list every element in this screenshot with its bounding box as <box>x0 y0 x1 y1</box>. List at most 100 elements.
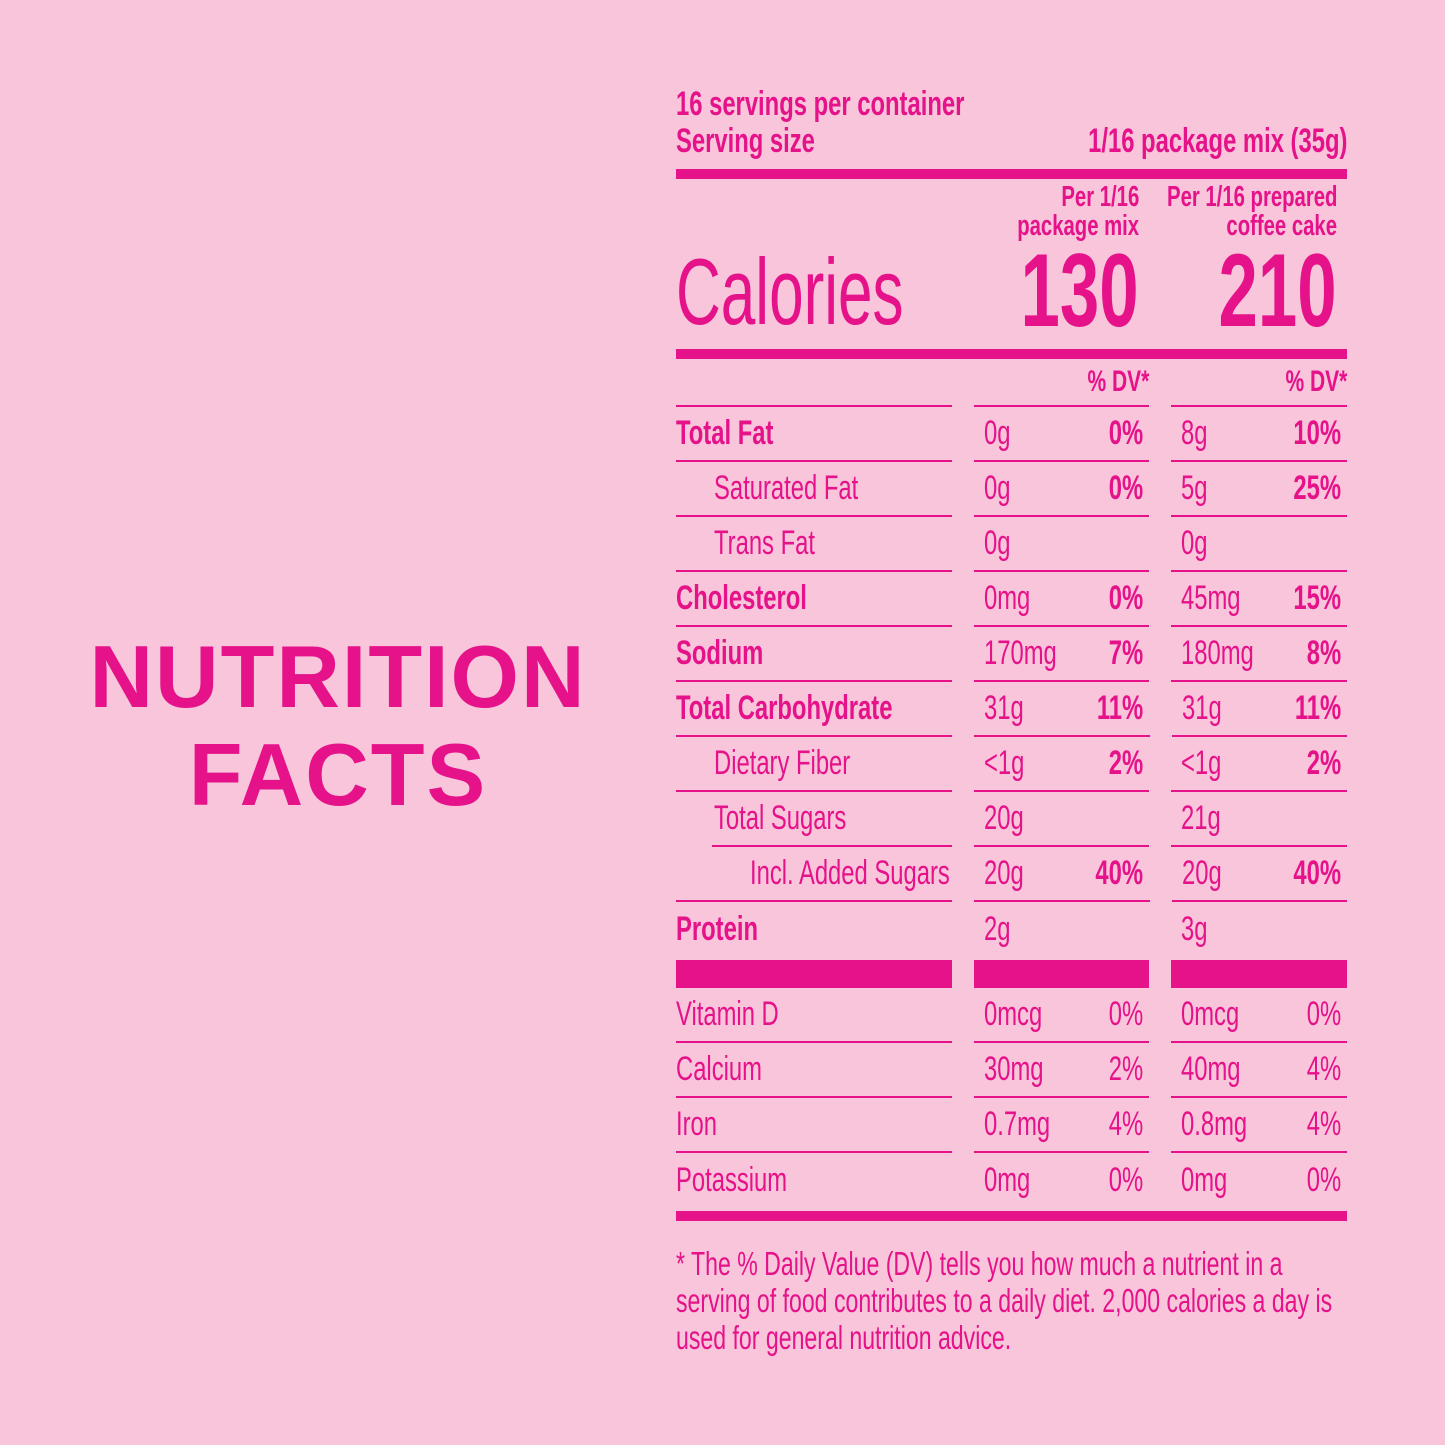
nutrient-row: Total Fat 0g 0% 8g 10% <box>676 407 1347 462</box>
daily-value-percent: 4% <box>1306 1105 1341 1143</box>
amount: 30mg <box>983 1050 1044 1088</box>
amount: 180mg <box>1181 634 1255 672</box>
daily-value-percent: 0% <box>1108 414 1144 452</box>
divider <box>676 1211 1347 1221</box>
nutrition-facts-panel: 16 servings per container Serving size 1… <box>676 85 1348 1356</box>
amount: 31g <box>984 689 1024 727</box>
amount: 0mcg <box>1181 995 1240 1033</box>
amount: 0g <box>1181 524 1208 562</box>
nutrient-row: Cholesterol 0mg 0% 45mg 15% <box>676 572 1347 627</box>
nutrient-label: Iron <box>676 1105 718 1143</box>
vitamin-divider <box>676 960 1347 988</box>
daily-value-percent: 0% <box>1306 1161 1341 1199</box>
divider <box>676 349 1347 359</box>
daily-value-percent: 0% <box>1306 995 1341 1033</box>
nutrient-row: Incl. Added Sugars 20g 40% 20g 40% <box>676 847 1347 902</box>
serving-size-label: Serving size <box>676 122 815 160</box>
amount: 0mg <box>983 1161 1030 1199</box>
daily-value-percent: 25% <box>1293 469 1342 507</box>
nutrient-row: Total Carbohydrate 31g 11% 31g 11% <box>676 682 1347 737</box>
column-2-header-line-2: coffee cake <box>1226 210 1337 242</box>
nutrient-label: Trans Fat <box>714 524 815 562</box>
nutrient-label: Cholesterol <box>676 579 807 617</box>
daily-value-percent: 2% <box>1108 1050 1144 1088</box>
calories-column-1: 130 <box>1020 233 1139 349</box>
daily-value-percent: 0% <box>1108 995 1144 1033</box>
nutrient-row: Potassium 0mg 0% 0mg 0% <box>676 1153 1347 1208</box>
amount: <1g <box>1181 744 1222 782</box>
amount: 170mg <box>983 634 1057 672</box>
amount: 0mg <box>983 579 1030 617</box>
daily-value-percent: 0% <box>1108 1161 1144 1199</box>
nutrient-label: Incl. Added Sugars <box>750 854 950 892</box>
amount: 3g <box>1181 910 1208 948</box>
nutrient-row: Trans Fat 0g 0g <box>676 517 1348 572</box>
nutrient-label: Total Fat <box>676 414 774 452</box>
daily-value-percent: 7% <box>1108 634 1144 672</box>
dv-header-1: % DV* <box>1087 365 1150 398</box>
divider <box>676 169 1347 179</box>
amount: 20g <box>984 854 1024 892</box>
nutrient-label: Total Sugars <box>714 799 847 837</box>
nutrient-label: Sodium <box>676 634 764 672</box>
nutrient-row: Protein 2g 3g <box>676 902 1347 957</box>
daily-value-percent: 40% <box>1293 854 1341 892</box>
amount: 5g <box>1181 469 1208 507</box>
nutrient-label: Protein <box>676 910 758 948</box>
daily-value-percent: 4% <box>1108 1105 1144 1143</box>
amount: 20g <box>1181 854 1222 892</box>
nutrient-label: Dietary Fiber <box>714 744 851 782</box>
amount: 0mcg <box>983 995 1042 1033</box>
amount: 20g <box>983 799 1024 837</box>
amount: 45mg <box>1181 579 1241 617</box>
daily-value-percent: 11% <box>1294 689 1341 727</box>
amount: 40mg <box>1181 1050 1241 1088</box>
nutrient-row: Iron 0.7mg 4% 0.8mg 4% <box>676 1098 1347 1153</box>
daily-value-percent: 40% <box>1095 854 1144 892</box>
column-1-header-line-2: package mix <box>1017 210 1139 242</box>
nutrient-row: Sodium 170mg 7% 180mg 8% <box>676 627 1347 682</box>
daily-value-percent: 0% <box>1108 579 1144 617</box>
daily-value-percent: 4% <box>1306 1050 1341 1088</box>
nutrient-label: Vitamin D <box>676 995 779 1033</box>
serving-size-value: 1/16 package mix (35g) <box>1087 122 1347 160</box>
amount: 0.7mg <box>983 1105 1050 1143</box>
amount: 0.8mg <box>1181 1105 1248 1143</box>
footnote: * The % Daily Value (DV) tells you how m… <box>676 1245 1333 1356</box>
daily-value-percent: 11% <box>1097 689 1144 727</box>
nutrient-row: Total Sugars 20g 21g <box>676 792 1348 847</box>
amount: 2g <box>983 910 1011 948</box>
nutrient-label: Saturated Fat <box>714 469 859 507</box>
amount: 0mg <box>1181 1161 1228 1199</box>
daily-value-percent: 10% <box>1293 414 1341 452</box>
amount: 31g <box>1181 689 1222 727</box>
daily-value-percent: 15% <box>1293 579 1341 617</box>
column-2-header-line-1: Per 1/16 prepared <box>1166 181 1337 213</box>
column-1-header-line-1: Per 1/16 <box>1061 181 1139 213</box>
amount: 21g <box>1181 799 1222 837</box>
daily-value-percent: 0% <box>1108 469 1144 507</box>
amount: <1g <box>983 744 1024 782</box>
nutrient-rows: Total Fat 0g 0% 8g 10% Saturated Fat 0g 0% 5g 25%… <box>676 407 1348 957</box>
nutrient-label: Calcium <box>676 1050 762 1088</box>
daily-value-percent: 8% <box>1306 634 1341 672</box>
calories-label: Calories <box>676 239 904 344</box>
daily-value-percent: 2% <box>1306 744 1342 782</box>
nutrient-row: Vitamin D 0mcg 0% 0mcg 0% <box>676 988 1347 1043</box>
amount: 8g <box>1181 414 1208 452</box>
daily-value-percent: 2% <box>1108 744 1144 782</box>
amount: 0g <box>983 524 1011 562</box>
page-title: NUTRITION FACTS <box>40 628 636 824</box>
vitamin-rows: Vitamin D 0mcg 0% 0mcg 0% Calcium 30mg 2% 40mg 4%… <box>676 988 1347 1208</box>
servings-per-container: 16 servings per container <box>676 85 965 123</box>
title-line-1: NUTRITION <box>89 627 587 726</box>
amount: 0g <box>983 414 1011 452</box>
nutrient-label: Potassium <box>676 1161 788 1199</box>
nutrient-row: Calcium 30mg 2% 40mg 4% <box>676 1043 1347 1098</box>
nutrient-row: Saturated Fat 0g 0% 5g 25% <box>676 462 1348 517</box>
amount: 0g <box>983 469 1011 507</box>
dv-header-2: % DV* <box>1285 365 1347 398</box>
nutrient-label: Total Carbohydrate <box>676 689 893 727</box>
nutrient-row: Dietary Fiber <1g 2% <1g 2% <box>676 737 1348 792</box>
calories-column-2: 210 <box>1218 233 1337 349</box>
